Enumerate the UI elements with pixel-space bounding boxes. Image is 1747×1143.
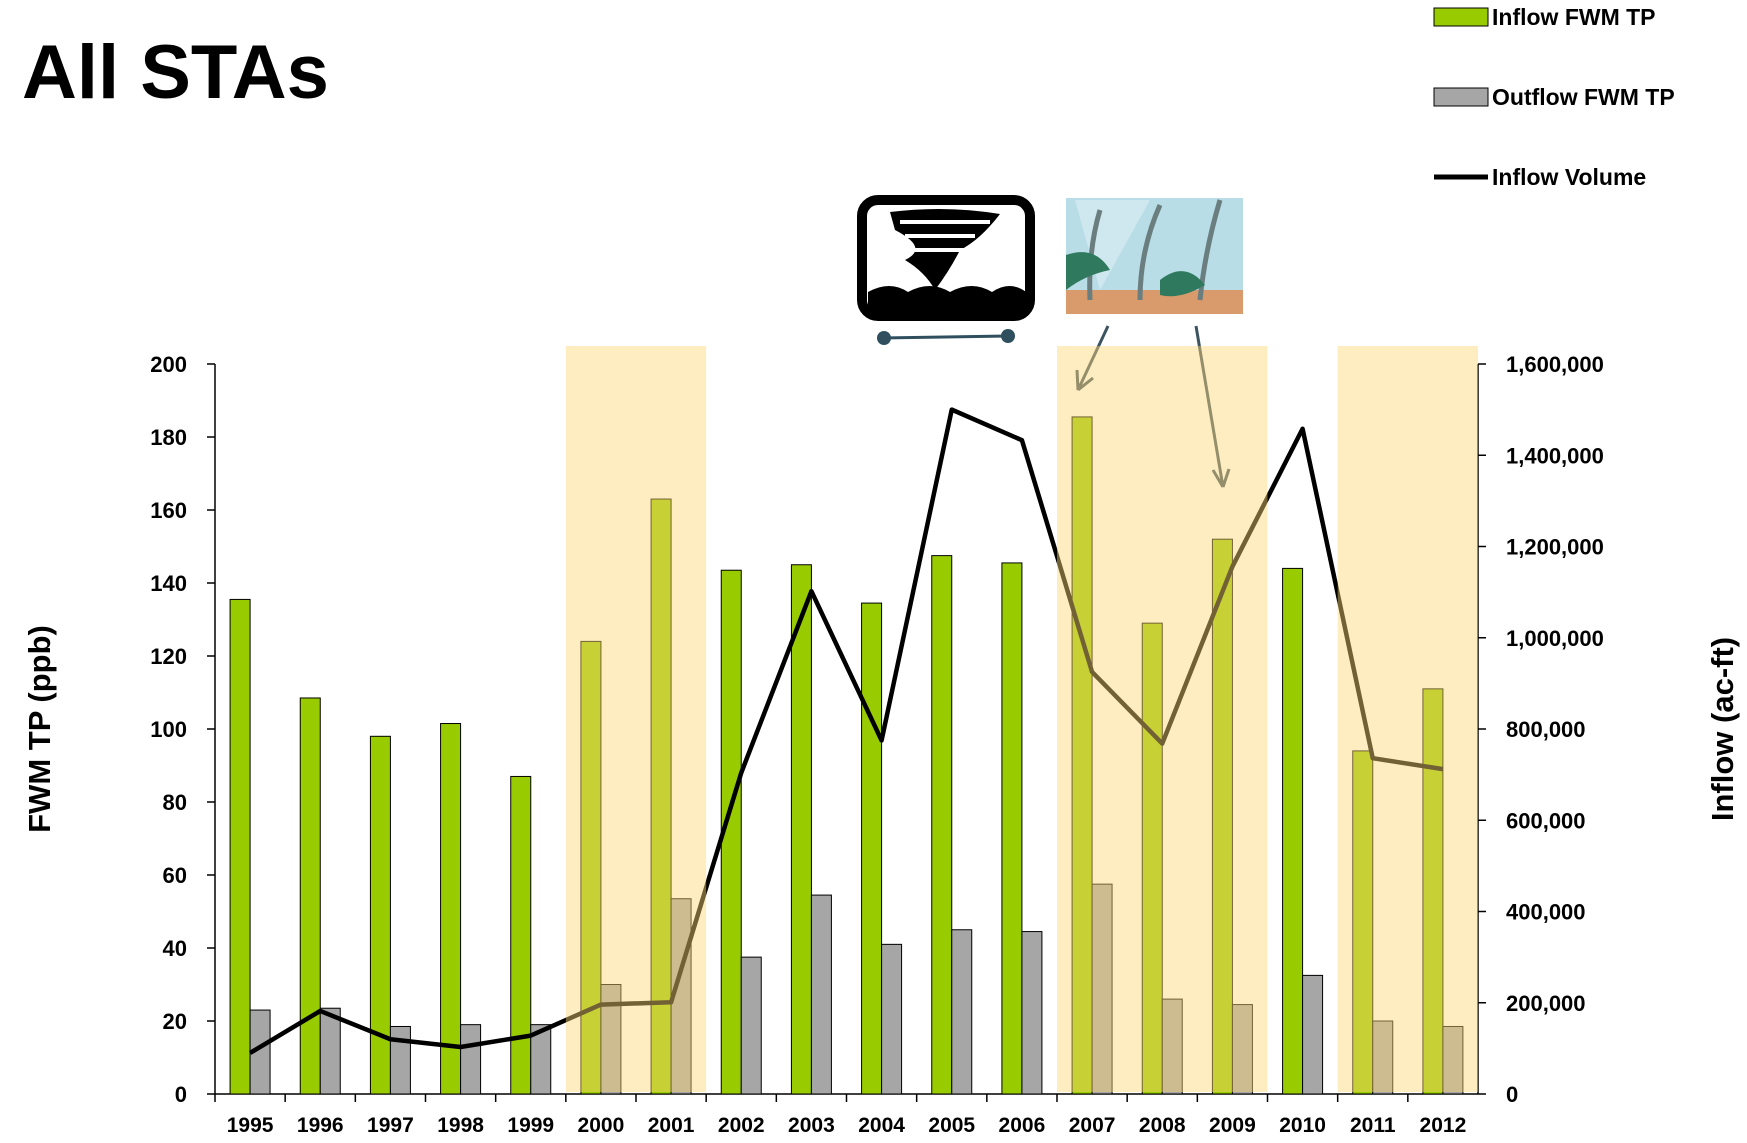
y2-tick-label: 1,000,000 [1506, 626, 1604, 651]
chart: All STAs 0204060801001201401601802000200… [0, 0, 1747, 1138]
y2-tick-label: 1,600,000 [1506, 352, 1604, 377]
bar [441, 724, 461, 1094]
y2-tick-label: 1,200,000 [1506, 535, 1604, 560]
x-tick-label: 2002 [718, 1114, 765, 1137]
legend-label: Inflow Volume [1492, 164, 1646, 190]
x-tick-label: 1997 [367, 1114, 414, 1137]
highlight-band [1338, 346, 1478, 1092]
bar [932, 556, 952, 1094]
bar [511, 776, 531, 1094]
x-tick-label: 2008 [1139, 1114, 1186, 1137]
y2-tick-label: 0 [1506, 1082, 1518, 1107]
x-tick-label: 2007 [1069, 1114, 1116, 1137]
x-tick-label: 2003 [788, 1114, 835, 1137]
y-tick-label: 60 [163, 863, 187, 888]
y-tick-label: 80 [163, 790, 187, 815]
legend-label: Outflow FWM TP [1492, 84, 1675, 110]
legend-label: Inflow FWM TP [1492, 4, 1656, 30]
y-tick-label: 40 [163, 936, 187, 961]
x-tick-label: 2012 [1420, 1114, 1467, 1137]
page: {"chart_data":{"type":"bar","title":"All… [0, 0, 1747, 1143]
x-tick-label: 2004 [858, 1114, 905, 1137]
bar [952, 930, 972, 1094]
x-tick-label: 1995 [227, 1114, 274, 1137]
x-tick-label: 1996 [297, 1114, 344, 1137]
bar [1022, 932, 1042, 1094]
x-tick-label: 2009 [1209, 1114, 1256, 1137]
x-tick-label: 1999 [507, 1114, 554, 1137]
bar [882, 944, 902, 1094]
y-tick-label: 100 [150, 717, 187, 742]
y-tick-label: 20 [163, 1009, 187, 1034]
bar [300, 698, 320, 1094]
legend-swatch [1434, 88, 1488, 106]
bar [791, 565, 811, 1094]
x-tick-label: 2006 [999, 1114, 1046, 1137]
bar [862, 603, 882, 1094]
bar [461, 1025, 481, 1094]
legend-swatch [1434, 8, 1488, 26]
tornado-icon [862, 200, 1030, 345]
y-tick-label: 200 [150, 352, 187, 377]
bar [741, 957, 761, 1094]
y-tick-label: 0 [175, 1082, 187, 1107]
x-tick-label: 1998 [437, 1114, 484, 1137]
y-tick-label: 180 [150, 425, 187, 450]
y2-tick-label: 600,000 [1506, 808, 1586, 833]
x-tick-label: 2000 [578, 1114, 625, 1137]
y-tick-label: 160 [150, 498, 187, 523]
highlight-band [566, 346, 706, 1092]
y2-tick-label: 1,400,000 [1506, 443, 1604, 468]
y2-tick-label: 800,000 [1506, 717, 1586, 742]
x-tick-label: 2010 [1279, 1114, 1326, 1137]
y2-tick-label: 200,000 [1506, 991, 1586, 1016]
bar [1002, 563, 1022, 1094]
y2-tick-label: 400,000 [1506, 900, 1586, 925]
y-tick-label: 120 [150, 644, 187, 669]
bar [1283, 568, 1303, 1094]
bar [811, 895, 831, 1094]
y-tick-label: 140 [150, 571, 187, 596]
x-tick-label: 2005 [928, 1114, 975, 1137]
y-axis-title: FWM TP (ppb) [22, 625, 57, 833]
y2-axis-title: Inflow (ac-ft) [1705, 637, 1740, 821]
bar [390, 1026, 410, 1094]
hurricane-icon [1066, 198, 1243, 314]
bar [1303, 975, 1323, 1094]
bar [230, 599, 250, 1094]
bar [320, 1008, 340, 1094]
chart-title: All STAs [22, 30, 329, 115]
x-tick-label: 2001 [648, 1114, 695, 1137]
x-tick-label: 2011 [1350, 1114, 1396, 1137]
highlight-band [1057, 346, 1268, 1092]
